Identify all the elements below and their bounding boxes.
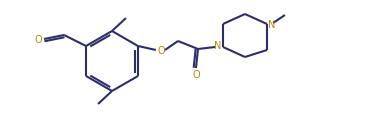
Text: O: O [192, 70, 200, 80]
Text: O: O [34, 35, 42, 45]
Text: N: N [214, 41, 222, 51]
Text: N: N [268, 20, 276, 30]
Text: O: O [157, 46, 165, 56]
